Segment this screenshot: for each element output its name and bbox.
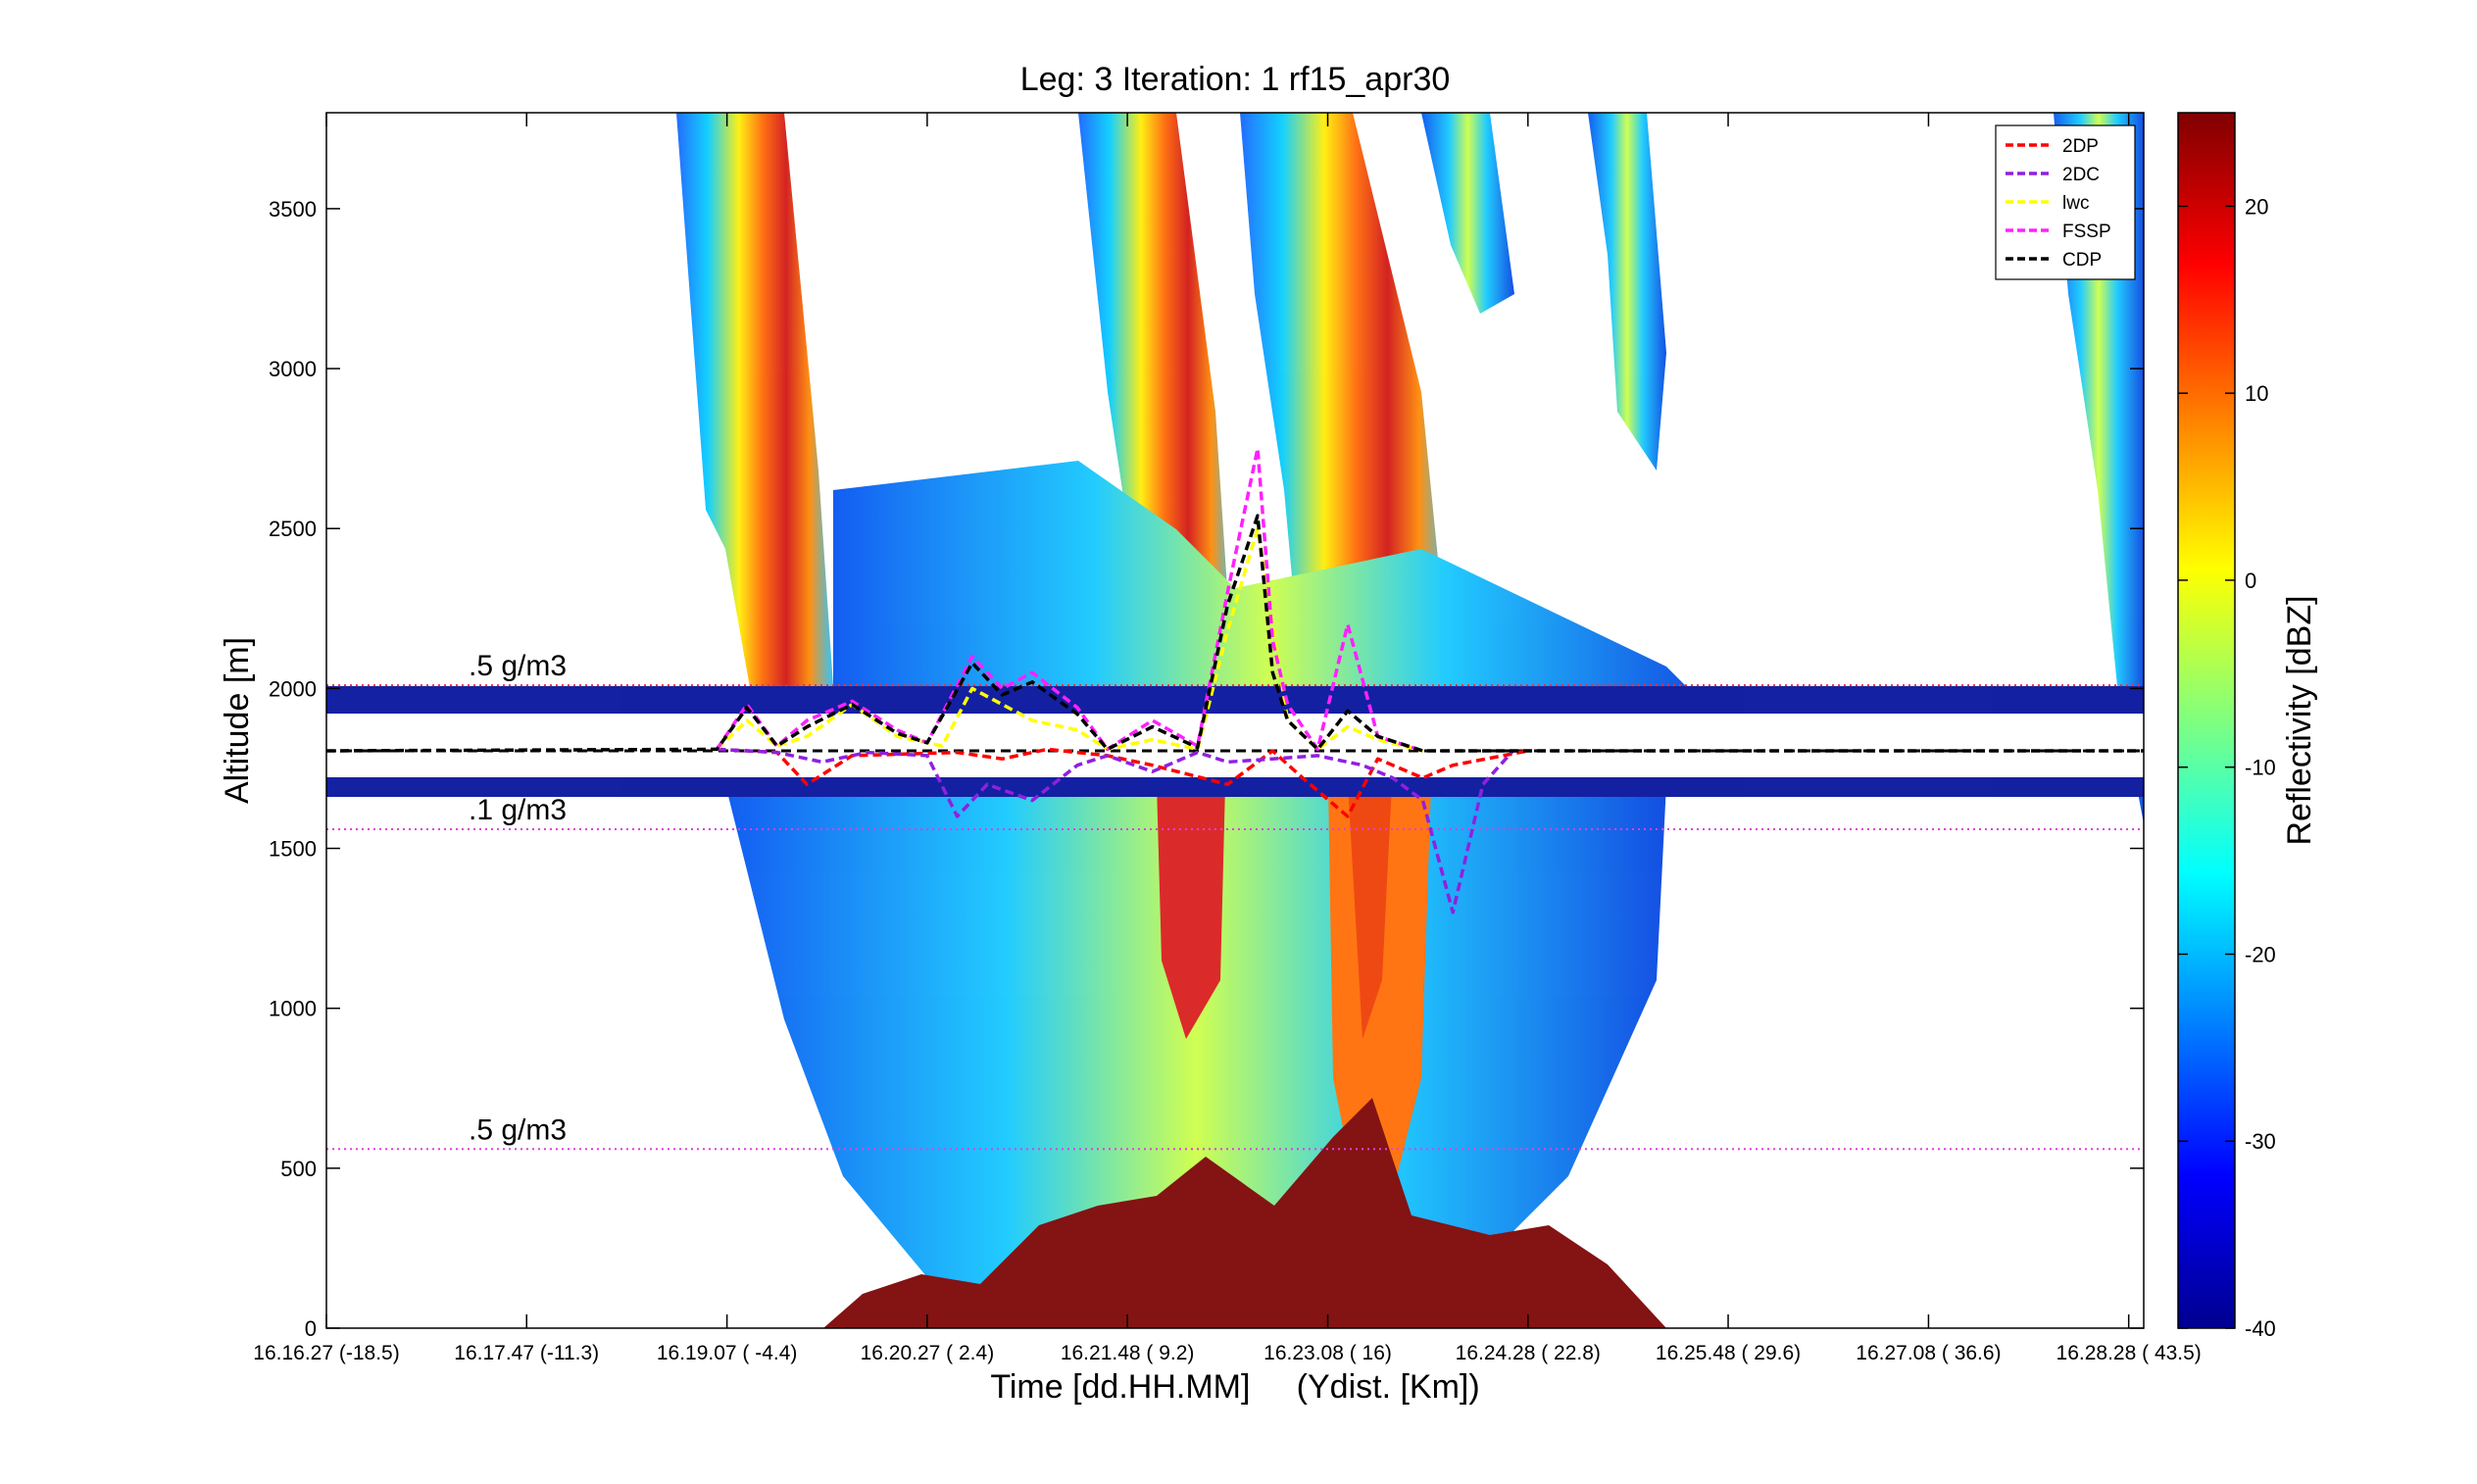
legend-label: FSSP: [2062, 222, 2111, 242]
x-tick-label: 16.19.07 ( -4.4): [657, 1342, 798, 1364]
chart-title: Leg: 3 Iteration: 1 rf15_apr30: [1020, 61, 1451, 98]
colorbar-tick-label: -30: [2245, 1129, 2276, 1154]
x-tick-label: 16.21.48 ( 9.2): [1061, 1342, 1195, 1364]
gap-band: [326, 714, 2144, 777]
probe-series: [325, 446, 2144, 915]
x-axis-label: Time [dd.HH.MM] (Ydist. [Km]): [990, 1368, 1479, 1406]
colorbar-tick-label: -20: [2245, 942, 2276, 966]
y-axis-label: Altitude [m]: [219, 637, 256, 804]
legend-label: 2DC: [2062, 165, 2100, 185]
colorbar-axis: -40 -30 -20 -10 0 10 20: [2178, 194, 2276, 1341]
colorbar-tick-label: 0: [2245, 569, 2256, 593]
colorbar: [2177, 112, 2236, 1329]
y-tick-label: 1500: [269, 837, 317, 862]
legend-label: lwc: [2062, 193, 2089, 214]
x-tick-label: 16.24.28 ( 22.8): [1456, 1342, 1601, 1364]
reference-line-label: .5 g/m3: [469, 1113, 567, 1146]
reference-line-label: .5 g/m3: [469, 650, 567, 682]
reflectivity-field: [326, 113, 2144, 1328]
y-tick-label: 2500: [269, 517, 317, 541]
x-tick-label: 16.16.27 (-18.5): [253, 1342, 399, 1364]
y-tick-label: 0: [305, 1316, 317, 1341]
y-tick-label: 1000: [269, 997, 317, 1021]
x-tick-label: 16.27.08 ( 36.6): [1856, 1342, 2001, 1364]
y-axis: 0 500 1000 1500 2000 2500 3000 3500: [269, 197, 2144, 1341]
x-tick-label: 16.23.08 ( 16): [1263, 1342, 1392, 1364]
reference-line-label: .1 g/m3: [469, 794, 567, 826]
y-tick-label: 3500: [269, 197, 317, 222]
colorbar-tick-label: 10: [2245, 381, 2268, 406]
x-tick-label: 16.28.28 ( 43.5): [2056, 1342, 2202, 1364]
x-tick-label: 16.17.47 (-11.3): [454, 1342, 599, 1364]
y-tick-label: 2000: [269, 676, 317, 701]
colorbar-label: Reflectivity [dBZ]: [2281, 595, 2318, 845]
series-line-lwc: [716, 526, 1423, 753]
axes-frame: [325, 112, 2145, 1329]
y-tick-label: 3000: [269, 357, 317, 381]
legend-label: 2DP: [2062, 136, 2099, 157]
legend-label: CDP: [2062, 250, 2102, 271]
series-line-fssp: [715, 446, 1424, 753]
colorbar-tick-label: -40: [2245, 1316, 2276, 1341]
series-line-cdp: [325, 514, 2144, 753]
colorbar-tick-label: -10: [2245, 756, 2276, 780]
legend: 2DP 2DC lwc FSSP CDP: [1995, 124, 2136, 280]
x-tick-label: 16.20.27 ( 2.4): [861, 1342, 995, 1364]
y-tick-label: 500: [280, 1157, 317, 1181]
x-axis: 16.16.27 (-18.5) 16.17.47 (-11.3) 16.19.07…: [253, 113, 2202, 1364]
x-tick-label: 16.25.48 ( 29.6): [1656, 1342, 1801, 1364]
series-line-2dp: [717, 747, 1529, 818]
colorbar-tick-label: 20: [2245, 194, 2268, 219]
series-line-2dc: [717, 747, 1514, 915]
